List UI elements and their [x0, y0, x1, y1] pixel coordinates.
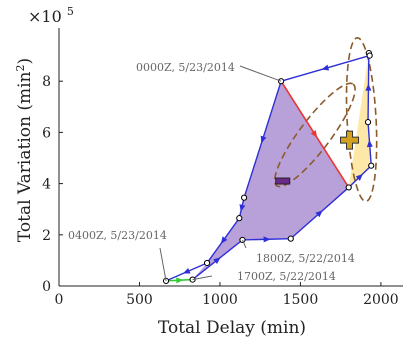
annotation-2: 1800Z, 5/22/2014 — [256, 252, 355, 265]
y-multiplier: ×10 5 — [28, 5, 74, 26]
plus-marker — [340, 130, 360, 150]
trajectory-arrow-11 — [182, 267, 191, 274]
data-point-2 — [287, 235, 294, 242]
x-tick-label-4: 2000 — [363, 292, 399, 308]
y-axis-label: Total Variation (min2) — [14, 58, 35, 242]
data-point-11 — [203, 259, 211, 267]
y-tick-label-0: 0 — [42, 279, 51, 295]
data-point-4 — [368, 162, 375, 169]
y-tick-label-3: 6 — [42, 125, 51, 141]
y-multiplier-exp: 5 — [67, 5, 74, 18]
positive-region — [348, 53, 372, 188]
data-point-5 — [364, 119, 372, 126]
trajectory-arrow-0 — [213, 257, 221, 265]
data-point-3 — [345, 184, 352, 191]
negative-region — [192, 81, 349, 280]
y-tick-label-1: 2 — [42, 228, 51, 244]
x-axis-label: Total Delay (min) — [158, 318, 306, 338]
green-segment-arrow — [176, 277, 184, 284]
trajectory-arrow-8 — [260, 135, 267, 144]
y-tick-label-4: 8 — [42, 74, 51, 90]
data-point-9 — [240, 194, 248, 201]
ellipse-0 — [273, 82, 356, 188]
minus-marker — [275, 177, 291, 185]
trajectory-arrow-9 — [239, 204, 246, 212]
trajectory-arrow-2 — [315, 210, 323, 218]
trajectory-arrow-7 — [321, 64, 330, 71]
trajectory-arrow-1 — [263, 236, 271, 243]
annotation-leader-3 — [192, 275, 213, 281]
x-tick-label-2: 1000 — [202, 292, 238, 308]
x-tick-label-3: 1500 — [283, 292, 319, 308]
annotation-leader-2 — [242, 239, 247, 249]
x-tick-label-0: 0 — [55, 292, 64, 308]
trajectory-arrow-5 — [365, 83, 372, 91]
data-point-1 — [239, 236, 246, 244]
x-tick-label-1: 500 — [126, 292, 153, 308]
data-point-7 — [366, 52, 373, 59]
annotation-0: 0000Z, 5/23/2014 — [136, 61, 235, 74]
y-multiplier-base: ×10 — [28, 7, 62, 26]
annotation-1: 0400Z, 5/23/2014 — [68, 229, 167, 242]
annotation-3: 1700Z, 5/22/2014 — [237, 270, 336, 283]
annotation-leader-0 — [239, 65, 282, 82]
trajectory-arrow-10 — [220, 236, 228, 244]
red-segment-arrow — [310, 130, 318, 138]
y-tick-label-2: 4 — [42, 177, 51, 193]
data-point-10 — [236, 215, 243, 222]
trajectory-arrow-3 — [355, 173, 363, 181]
trajectory-arrow-4 — [366, 139, 373, 148]
ellipse-1 — [345, 36, 378, 203]
annotation-leader-1 — [159, 247, 167, 281]
